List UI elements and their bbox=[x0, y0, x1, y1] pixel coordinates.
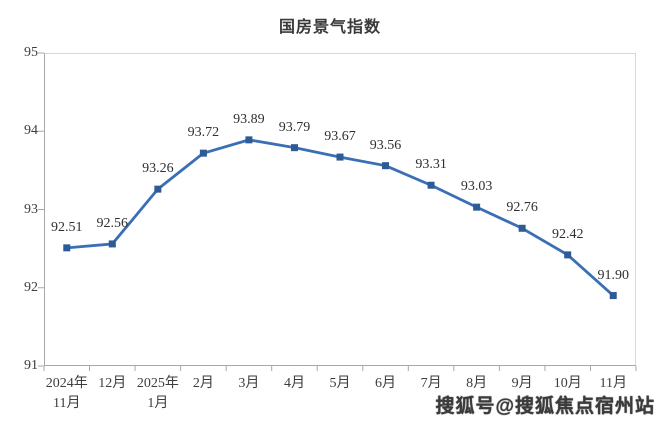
y-tick-label: 91 bbox=[24, 358, 38, 373]
data-point-marker bbox=[245, 136, 253, 144]
x-tick-label-line: 1月 bbox=[147, 396, 169, 411]
x-tick-label: 8月 bbox=[442, 374, 512, 394]
y-tick-label: 93 bbox=[24, 201, 38, 217]
x-tick-label-line: 2025年 bbox=[136, 376, 179, 391]
data-point-marker bbox=[290, 144, 298, 152]
x-tick-label: 11月 bbox=[578, 374, 648, 394]
x-tick-label: 5月 bbox=[305, 374, 375, 394]
data-point-marker bbox=[336, 153, 344, 161]
x-tick-label: 9月 bbox=[487, 374, 557, 394]
x-tick-label-line: 3月 bbox=[238, 376, 260, 391]
data-point-label: 92.56 bbox=[96, 215, 129, 231]
x-tick-label: 2025年 1月 bbox=[123, 374, 193, 414]
x-tick-label: 2024年 11月 bbox=[32, 374, 102, 414]
x-tick-label: 2月 bbox=[168, 374, 238, 394]
chart-title: 国房景气指数 bbox=[278, 19, 381, 36]
x-tick-label: 4月 bbox=[259, 374, 329, 394]
data-point-marker bbox=[199, 149, 207, 157]
x-tick-label-line: 5月 bbox=[329, 376, 351, 391]
x-tick-label-line: 10月 bbox=[553, 376, 582, 391]
x-tick-label-line: 11月 bbox=[599, 376, 627, 391]
data-point-marker bbox=[609, 292, 617, 300]
y-tick-label: 95 bbox=[24, 45, 38, 60]
x-tick-label: 7月 bbox=[396, 374, 466, 394]
data-point-label: 93.03 bbox=[460, 179, 493, 195]
data-point-label: 93.31 bbox=[415, 157, 447, 173]
data-point-marker bbox=[518, 224, 526, 232]
line-chart bbox=[38, 52, 637, 371]
x-tick-label: 3月 bbox=[214, 374, 284, 394]
data-point-label: 93.79 bbox=[278, 119, 311, 135]
watermark: 搜狐号@搜狐焦点宿州站 bbox=[435, 396, 655, 417]
data-point-marker bbox=[564, 251, 572, 259]
data-point-label: 93.89 bbox=[233, 111, 265, 127]
data-point-marker bbox=[63, 244, 71, 252]
x-tick-label-line: 2月 bbox=[192, 376, 214, 391]
data-point-label: 92.42 bbox=[551, 226, 584, 242]
plot-area bbox=[38, 52, 637, 371]
x-tick-label-line: 6月 bbox=[375, 376, 397, 391]
data-point-marker bbox=[473, 203, 481, 211]
x-tick-label-line: 9月 bbox=[511, 376, 533, 391]
x-tick-label-line: 2024年 bbox=[45, 376, 88, 391]
data-point-marker bbox=[154, 185, 162, 193]
data-point-label: 93.72 bbox=[187, 125, 220, 141]
data-point-label: 91.90 bbox=[597, 267, 629, 283]
x-tick-label: 6月 bbox=[351, 374, 421, 394]
x-tick-label-line: 8月 bbox=[466, 376, 488, 391]
data-point-label: 93.56 bbox=[369, 137, 402, 153]
data-point-marker bbox=[108, 240, 116, 248]
data-point-label: 93.67 bbox=[324, 129, 356, 145]
y-tick-label: 92 bbox=[24, 279, 38, 295]
y-tick-label: 94 bbox=[24, 123, 38, 139]
data-point-label: 93.26 bbox=[142, 161, 174, 177]
x-tick-label: 12月 bbox=[77, 374, 147, 394]
data-point-marker bbox=[427, 181, 435, 189]
data-point-label: 92.51 bbox=[51, 219, 83, 235]
x-tick-label-line: 4月 bbox=[283, 376, 305, 391]
x-tick-label-line: 11月 bbox=[53, 396, 81, 411]
x-tick-label-line: 12月 bbox=[98, 376, 127, 391]
data-point-marker bbox=[382, 162, 390, 170]
x-tick-label-line: 7月 bbox=[420, 376, 442, 391]
x-tick-label: 10月 bbox=[533, 374, 603, 394]
data-point-label: 92.76 bbox=[506, 200, 538, 216]
